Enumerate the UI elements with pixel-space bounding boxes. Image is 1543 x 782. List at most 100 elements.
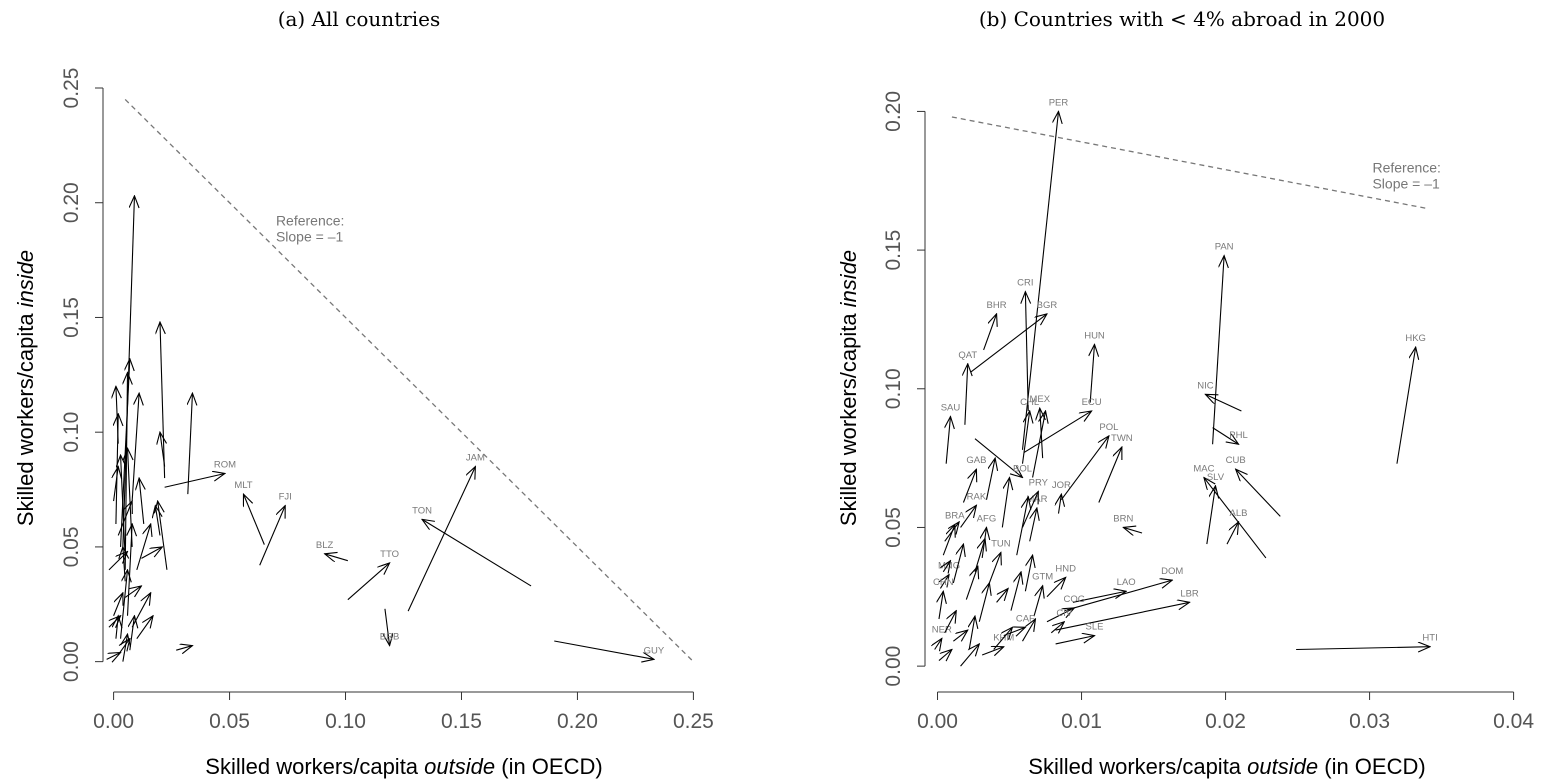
arrow [935, 638, 942, 649]
panel-a-reference: Reference:Slope = –1 [124, 99, 694, 663]
y-tick-label: 0.00 [60, 641, 83, 682]
arrow [1046, 608, 1074, 623]
arrow [1090, 344, 1094, 403]
arrow [969, 616, 975, 650]
panel-b-x-axis-label: Skilled workers/capita outside (in OECD) [1028, 754, 1425, 779]
arrow [422, 519, 532, 587]
arrow [117, 501, 132, 536]
arrow [325, 554, 348, 561]
point-label: GAB [966, 455, 986, 466]
panel-b-axes: 0.00 0.01 0.02 0.03 0.04 0.00 0.05 0.10 0.15 0.20 [882, 91, 1534, 733]
arrow [1050, 622, 1064, 633]
point-label: TON [412, 505, 432, 516]
arrow [106, 652, 121, 659]
x-tick-label: 0.01 [1061, 710, 1102, 733]
arrow [970, 314, 1047, 373]
x-tick-label: 0.15 [441, 710, 482, 733]
point-label: CIV [1056, 608, 1073, 619]
arrow [953, 630, 967, 641]
y-tick-label: 0.00 [882, 646, 905, 687]
x-tick-label: 0.00 [93, 710, 134, 733]
arrow [1098, 447, 1122, 503]
arrow [1055, 602, 1190, 631]
arrow [160, 322, 165, 479]
arrow [974, 539, 985, 572]
point-label: TTO [380, 549, 399, 560]
y-tick-label: 0.20 [60, 182, 83, 223]
arrow [130, 616, 135, 651]
point-label: BHR [987, 300, 1007, 311]
arrow [160, 432, 165, 467]
x-tick-label: 0.03 [1349, 710, 1390, 733]
arrow [1023, 411, 1092, 454]
point-label: SLV [1207, 472, 1225, 483]
arrow [259, 506, 286, 566]
point-label: GTM [1032, 572, 1053, 583]
y-tick-label: 0.15 [60, 297, 83, 338]
point-label: HND [1055, 563, 1076, 574]
arrow [960, 505, 977, 528]
arrow [155, 506, 160, 536]
y-tick-label: 0.15 [882, 230, 905, 271]
point-label: DOM [1161, 566, 1183, 577]
reference-label: Slope = –1 [276, 229, 344, 245]
arrow [1205, 394, 1242, 412]
x-tick-label: 0.00 [917, 710, 958, 733]
y-tick-label: 0.25 [60, 68, 83, 109]
arrow [124, 586, 141, 598]
point-label: SLE [1086, 622, 1104, 633]
point-label: PAN [1215, 242, 1234, 253]
x-tick-label: 0.02 [1205, 710, 1246, 733]
arrow [965, 566, 978, 600]
point-label: PER [1049, 97, 1069, 108]
arrow [123, 634, 128, 662]
arrow [347, 563, 390, 601]
arrow [988, 552, 1001, 584]
arrow [1021, 111, 1058, 450]
arrow [1055, 636, 1095, 645]
point-label: JOR [1052, 480, 1071, 491]
arrow [1236, 469, 1281, 517]
panel-a-arrows: GUY JAM TON TTO BRB BLZ FJI MLT ROM [106, 196, 665, 662]
point-label: PHL [1229, 430, 1247, 441]
arrow [960, 644, 980, 667]
point-label: HUN [1084, 330, 1105, 341]
arrow [1021, 411, 1029, 464]
arrow [1001, 478, 1009, 528]
arrow [962, 469, 976, 503]
arrow [1206, 486, 1216, 545]
point-label: NIC [1197, 380, 1214, 391]
point-label: HTI [1422, 633, 1437, 644]
arrow [136, 524, 151, 571]
x-tick-label: 0.20 [557, 710, 598, 733]
point-label: AFG [977, 513, 997, 524]
arrow [1060, 436, 1109, 501]
panel-b-reference: Reference:Slope = –1 [951, 116, 1441, 210]
point-label: RAK [967, 491, 987, 502]
arrow [993, 627, 1013, 650]
arrow [1032, 411, 1046, 478]
arrow [113, 593, 123, 616]
arrow [1396, 347, 1416, 464]
y-tick-label: 0.05 [882, 507, 905, 548]
point-label: BGR [1037, 300, 1058, 311]
arrow [1022, 619, 1035, 642]
arrow [128, 524, 133, 616]
arrow [1010, 572, 1021, 611]
x-tick-label: 0.10 [325, 710, 366, 733]
arrow [981, 647, 1004, 655]
panel-a-y-axis-label: Skilled workers/capita inside [13, 250, 38, 526]
arrow [188, 393, 193, 495]
arrow [965, 364, 968, 425]
arrow [939, 591, 943, 620]
panel-a-x-axis-label: Skilled workers/capita outside (in OECD) [205, 754, 602, 779]
arrow [944, 522, 959, 542]
arrow [952, 544, 963, 584]
arrow [1212, 256, 1225, 445]
point-label: COG [1064, 594, 1086, 605]
x-tick-label: 0.05 [209, 710, 250, 733]
arrow [946, 417, 950, 464]
point-label: QAT [958, 350, 977, 361]
point-label: PRY [1029, 477, 1049, 488]
y-tick-label: 0.10 [882, 368, 905, 409]
